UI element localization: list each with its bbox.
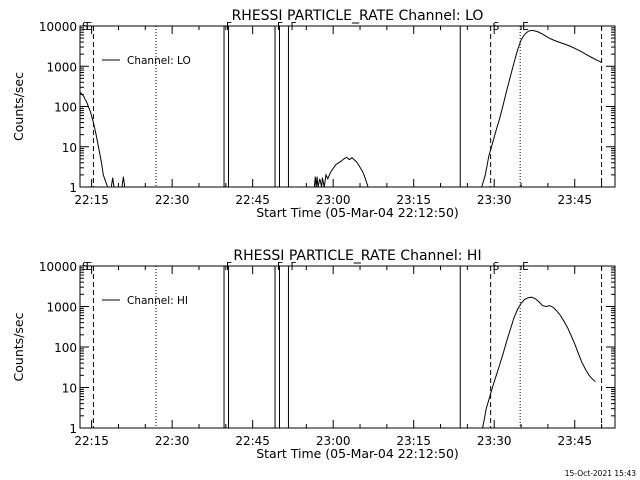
series-line <box>79 91 109 188</box>
y-tick-label: 10000 <box>39 260 77 274</box>
x-axis-label: Start Time (05-Mar-04 22:12:50) <box>256 446 459 461</box>
flag-label: E <box>86 21 93 33</box>
x-tick-label: 23:00 <box>316 193 351 207</box>
lo-channel-plot: RHESSI PARTICLE_RATE Channel: LO 1 10 100 10… <box>11 8 616 220</box>
y-tick-label: 1000 <box>46 60 77 74</box>
flag-label: S <box>82 261 89 273</box>
y-tick-label: 1 <box>69 422 77 436</box>
series-line <box>482 296 596 429</box>
footer-timestamp: 15-Oct-2021 15:43 <box>565 469 636 478</box>
y-tick-label: 10 <box>62 141 77 155</box>
x-tick-label: 22:45 <box>235 434 270 448</box>
y-tick-label: 100 <box>54 341 77 355</box>
flag-label: S <box>82 21 89 33</box>
flag-label: F <box>226 21 232 33</box>
x-tick-label: 22:30 <box>155 193 190 207</box>
y-axis-label: Counts/sec <box>11 312 26 381</box>
x-tick-label: 23:45 <box>557 434 592 448</box>
y-axis-label: Counts/sec <box>11 72 26 141</box>
x-tick-label: 22:15 <box>74 434 109 448</box>
x-tick-label: 23:45 <box>557 193 592 207</box>
flag-label: F <box>226 261 232 273</box>
x-tick-label: 23:00 <box>316 434 351 448</box>
flag-label: E <box>522 21 529 33</box>
x-tick-label: 23:30 <box>477 434 512 448</box>
flag-label: S <box>493 261 500 273</box>
x-axis-label: Start Time (05-Mar-04 22:12:50) <box>256 205 459 220</box>
flag-label: F <box>290 261 296 273</box>
flag-label: F <box>277 21 283 33</box>
flag-label: E <box>86 261 93 273</box>
legend-entry: Channel: LO <box>127 55 191 67</box>
flag-label: S <box>493 21 500 33</box>
y-tick-label: 10000 <box>39 20 77 34</box>
x-tick-label: 22:30 <box>155 434 190 448</box>
y-tick-label: 1000 <box>46 301 77 315</box>
x-tick-label: 23:30 <box>477 193 512 207</box>
flag-label: F <box>277 261 283 273</box>
x-tick-label: 22:45 <box>235 193 270 207</box>
hi-channel-plot: RHESSI PARTICLE_RATE Channel: HI 1 10 100 10… <box>11 248 616 461</box>
series-line <box>481 29 602 188</box>
chart-title: RHESSI PARTICLE_RATE Channel: HI <box>233 248 481 264</box>
flag-label: F <box>290 21 296 33</box>
series-line <box>110 177 115 188</box>
chart-title: RHESSI PARTICLE_RATE Channel: LO <box>232 8 484 24</box>
x-tick-label: 23:15 <box>396 193 431 207</box>
y-tick-label: 10 <box>62 382 77 396</box>
y-tick-label: 1 <box>69 181 77 195</box>
x-tick-label: 22:15 <box>74 193 109 207</box>
x-tick-label: 23:15 <box>396 434 431 448</box>
y-tick-label: 100 <box>54 101 77 115</box>
series-line <box>313 156 369 188</box>
legend-entry: Channel: HI <box>127 295 188 307</box>
flag-label: E <box>522 261 529 273</box>
series-line <box>121 176 126 188</box>
